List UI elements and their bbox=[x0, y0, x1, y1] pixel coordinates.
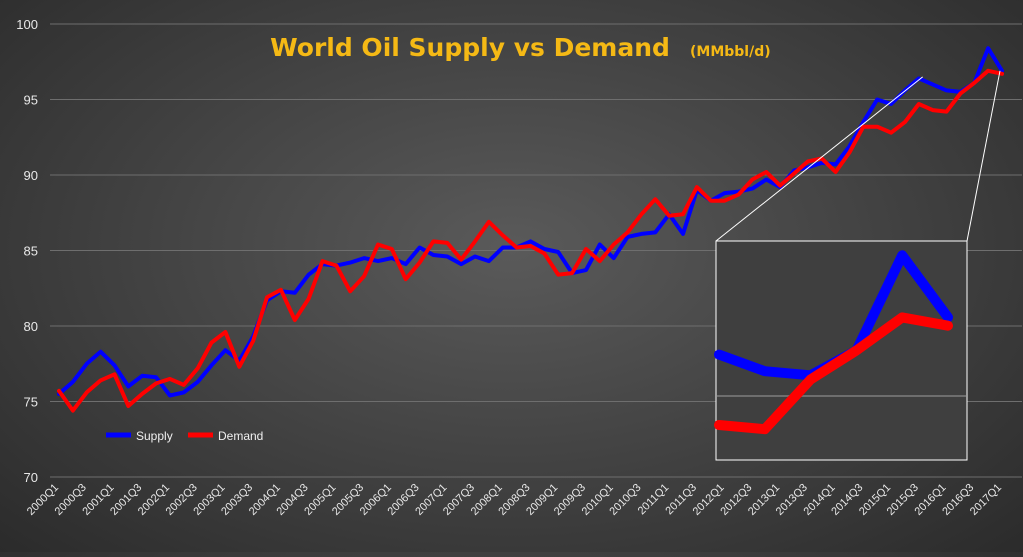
y-tick-label: 85 bbox=[24, 244, 38, 259]
y-tick-label: 95 bbox=[24, 93, 38, 108]
zoom-inset-frame bbox=[715, 240, 968, 461]
y-tick-label: 75 bbox=[24, 395, 38, 410]
legend-label-demand: Demand bbox=[218, 429, 263, 443]
zoom-connector-right bbox=[966, 70, 1001, 242]
zoom-inset bbox=[714, 70, 1001, 461]
chart-units: (MMbbl/d) bbox=[690, 44, 771, 60]
y-tick-label: 90 bbox=[24, 168, 38, 183]
inset-series-demand bbox=[714, 312, 953, 435]
gridlines bbox=[50, 23, 1022, 478]
legend-label-supply: Supply bbox=[136, 429, 173, 443]
legend: Supply Demand bbox=[106, 429, 263, 443]
y-tick-label: 70 bbox=[24, 470, 38, 485]
y-tick-label: 80 bbox=[24, 319, 38, 334]
chart-title: World Oil Supply vs Demand bbox=[270, 33, 670, 62]
x-axis-labels: 2000Q12000Q32001Q12001Q32002Q12002Q32003… bbox=[25, 482, 1004, 518]
y-tick-label: 100 bbox=[16, 17, 38, 32]
series-line-demand bbox=[57, 68, 1004, 413]
series-line-supply bbox=[57, 46, 1004, 398]
zoom-connector-left bbox=[715, 76, 923, 242]
y-axis-labels: 70 75 80 85 90 95 100 bbox=[16, 17, 38, 485]
x-tick-label: 2017Q1 bbox=[968, 482, 1004, 518]
series-lines bbox=[57, 46, 1004, 413]
